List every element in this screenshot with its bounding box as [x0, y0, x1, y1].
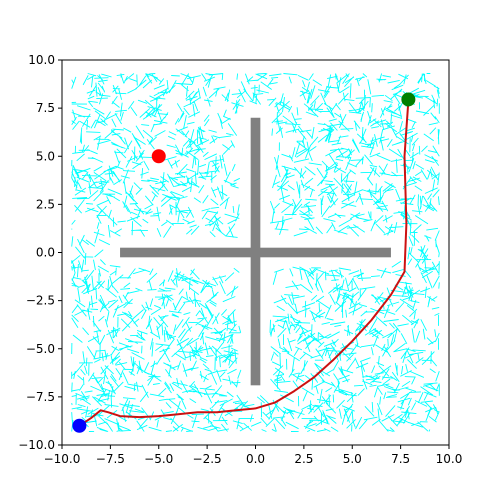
- y-tick-label: −5.0: [26, 342, 55, 356]
- y-axis-ticks: −10.0 −7.5 −5.0 −2.5 0.0 2.5 5.0 7.5 10.0: [18, 53, 62, 452]
- x-tick-label: 2.5: [294, 452, 313, 466]
- x-tick-label: 5.0: [343, 452, 362, 466]
- markers: [72, 92, 416, 433]
- goal-marker: [401, 92, 416, 107]
- obstacles: [120, 117, 391, 386]
- y-tick-label: 7.5: [36, 101, 55, 115]
- x-tick-label: −10.0: [44, 452, 81, 466]
- x-tick-label: 10.0: [436, 452, 463, 466]
- exploration-tree: [71, 73, 440, 432]
- path-layer: [78, 100, 410, 427]
- x-tick-label: −2.5: [193, 452, 222, 466]
- y-tick-label: −7.5: [26, 390, 55, 404]
- tree-edges: [71, 73, 440, 432]
- x-tick-label: 7.5: [391, 452, 410, 466]
- y-tick-label: 2.5: [36, 197, 55, 211]
- y-tick-label: −2.5: [26, 294, 55, 308]
- x-tick-label: −7.5: [96, 452, 125, 466]
- y-tick-label: 5.0: [36, 149, 55, 163]
- x-tick-label: 0.0: [246, 452, 265, 466]
- target-marker: [151, 149, 166, 164]
- y-tick-label: −10.0: [18, 438, 55, 452]
- y-tick-label: 10.0: [28, 53, 55, 67]
- planned-path: [78, 100, 410, 427]
- y-tick-label: 0.0: [36, 246, 55, 260]
- start-marker: [72, 418, 87, 433]
- x-tick-label: −5.0: [144, 452, 173, 466]
- obstacle-horizontal-bar: [120, 247, 391, 258]
- x-axis-ticks: −10.0 −7.5 −5.0 −2.5 0.0 2.5 5.0 7.5 10.0: [44, 445, 463, 466]
